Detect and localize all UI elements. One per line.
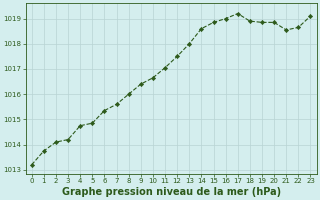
X-axis label: Graphe pression niveau de la mer (hPa): Graphe pression niveau de la mer (hPa) [61, 187, 281, 197]
